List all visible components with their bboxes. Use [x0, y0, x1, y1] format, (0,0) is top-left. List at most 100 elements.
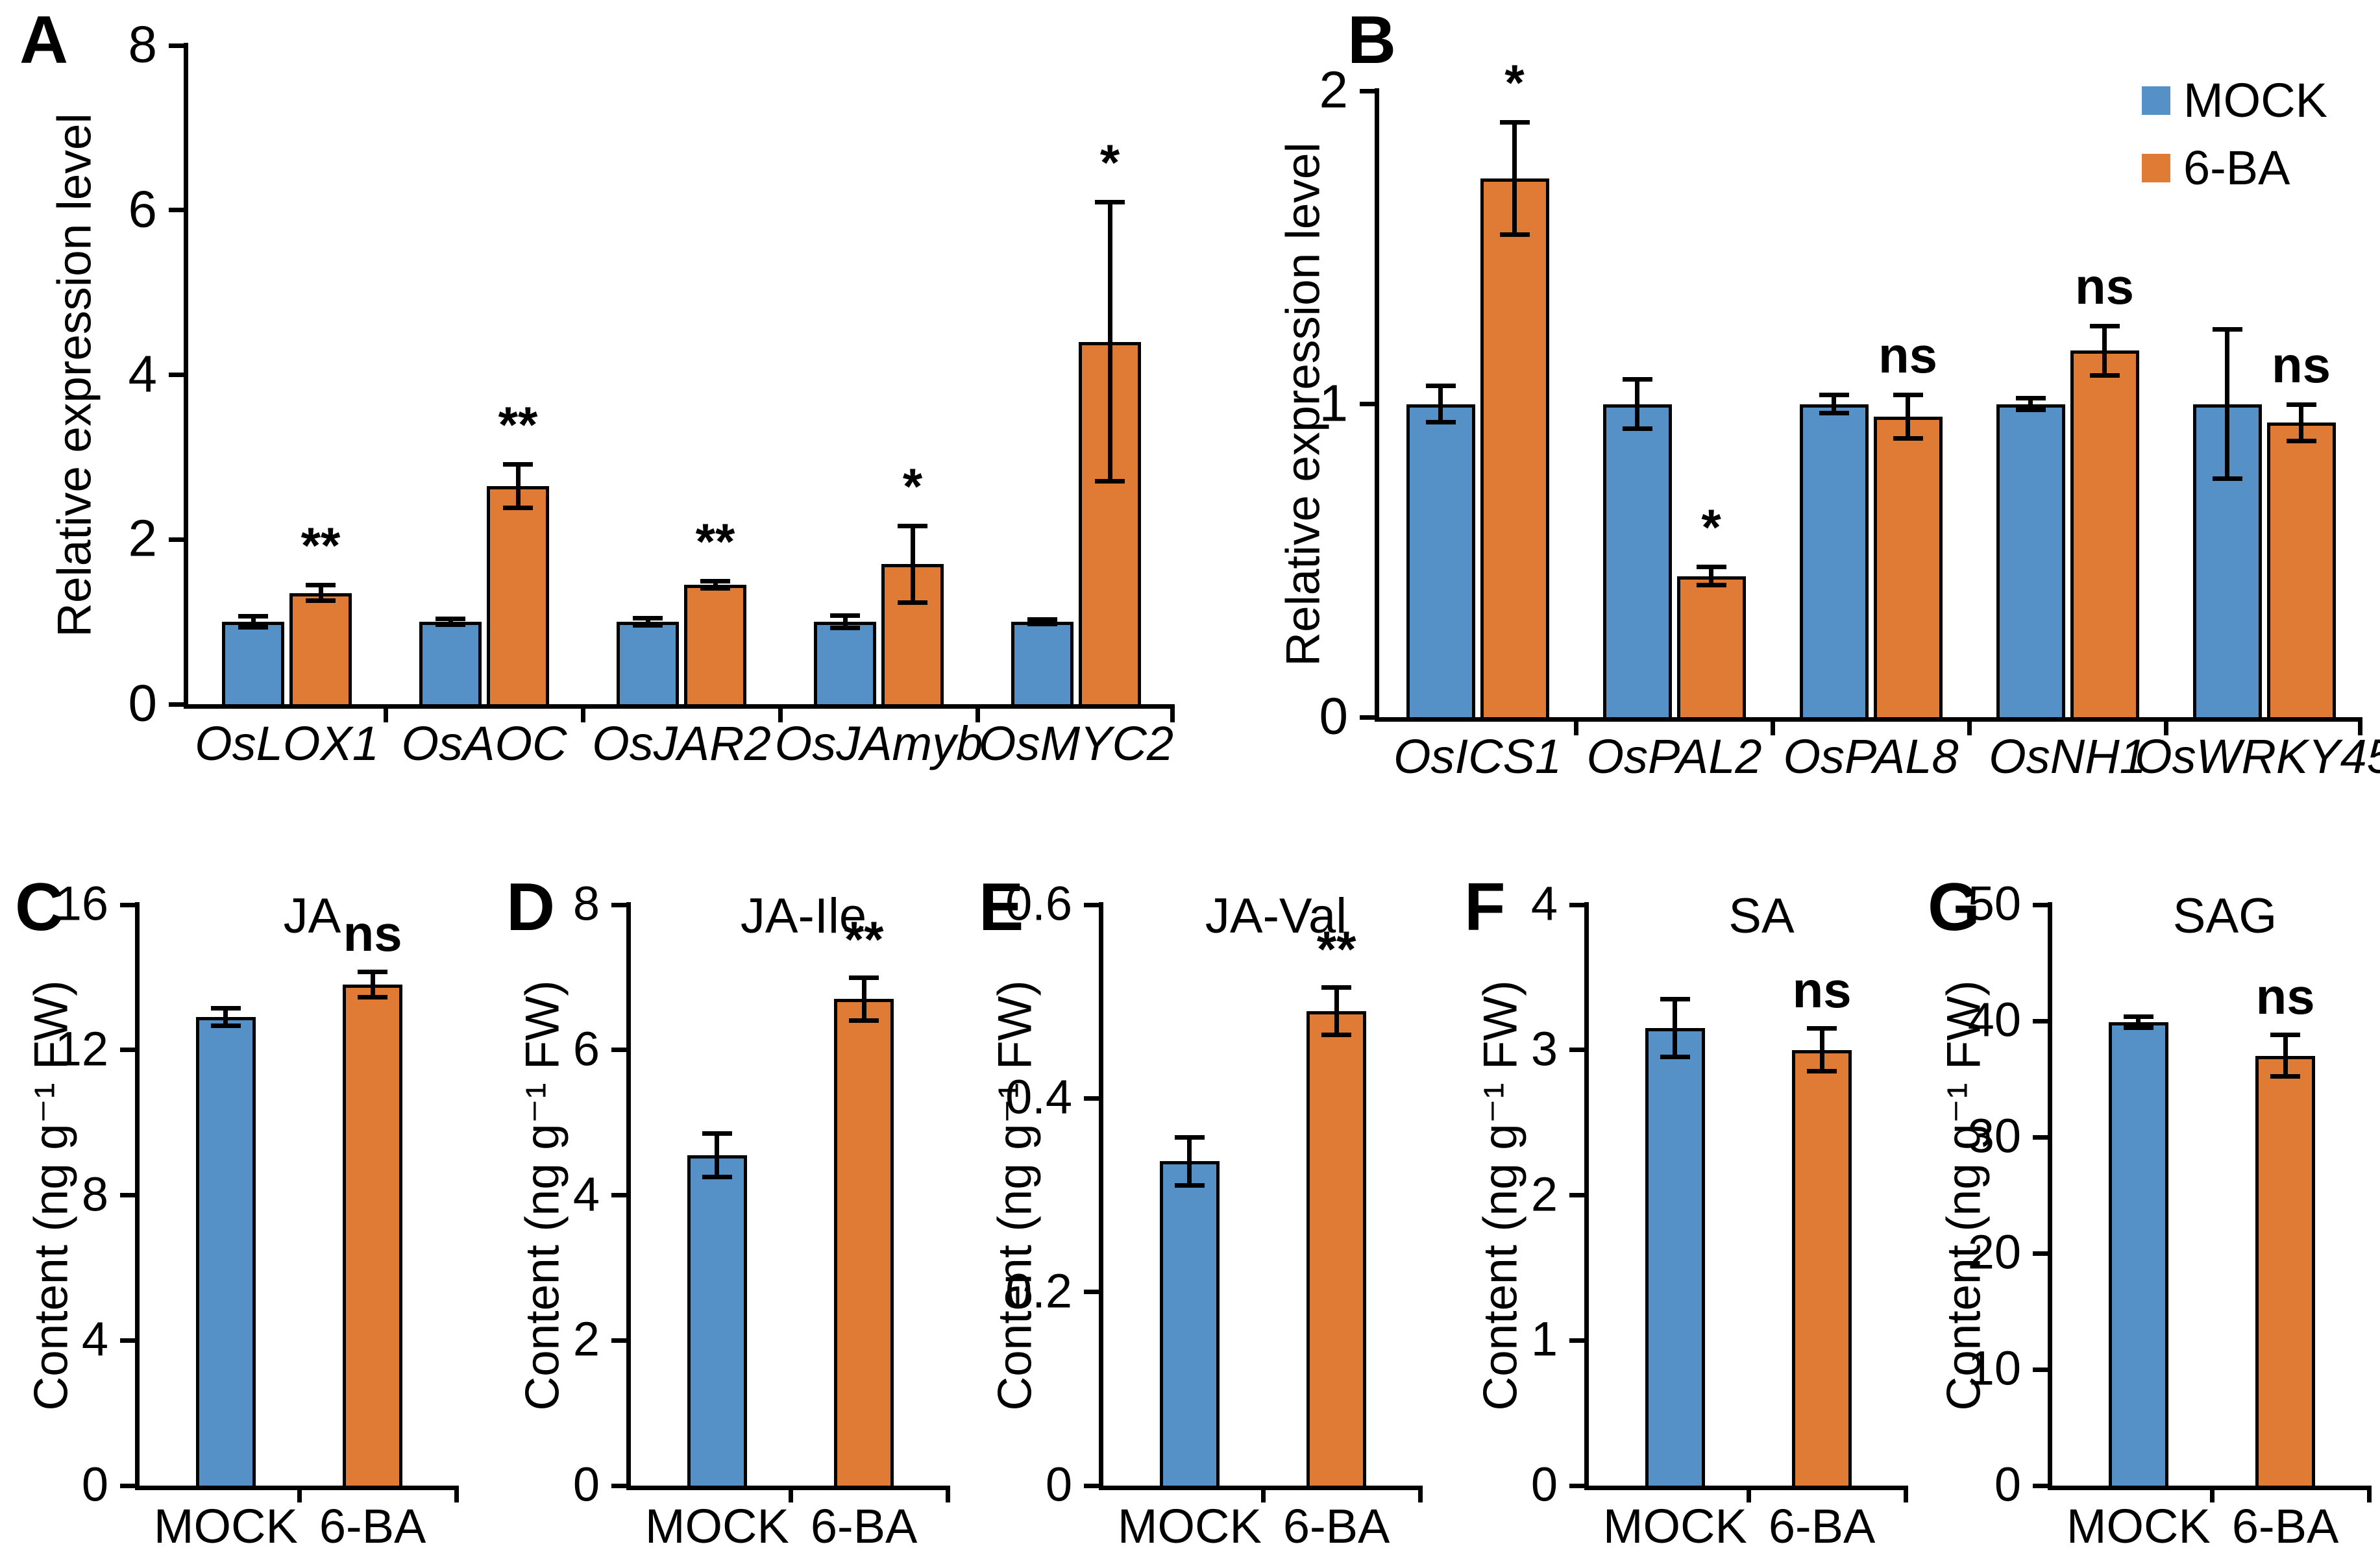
- y-tick-mark: [2033, 1134, 2052, 1140]
- panel-g: G SAG Content (ng g⁻¹ FW) 0 10 20 30 40 50 MOCK ns…: [1916, 866, 2380, 1557]
- y-tick-label: 0: [1319, 687, 1349, 745]
- y-tick-mark: [1569, 1193, 1589, 1197]
- significance-label: *: [1701, 498, 1721, 556]
- y-tick-mark: [169, 537, 188, 542]
- error-bar-cap: [2123, 1014, 2153, 1019]
- panel-a: A Relative expression level 0 2 4 6 8 ** OsLOX1 *…: [13, 0, 1305, 866]
- error-bar-line: [713, 580, 718, 589]
- legend-item: MOCK: [2142, 77, 2327, 125]
- y-tick-label: 8: [128, 15, 158, 73]
- y-tick-label: 0: [1045, 1457, 1072, 1512]
- y-tick-label: 0: [81, 1457, 108, 1512]
- error-bar-cap: [702, 1174, 732, 1179]
- error-bar-cap: [1696, 565, 1726, 570]
- error-bar-cap: [2286, 439, 2316, 444]
- error-bar-cap: [210, 1006, 241, 1011]
- y-tick-label: 10: [1967, 1341, 2021, 1395]
- y-tick-label: 4: [572, 1167, 600, 1221]
- x-tick-mark: [1260, 1486, 1266, 1502]
- error-bar-line: [1906, 395, 1910, 439]
- bar-6-ba: [343, 985, 403, 1486]
- error-bar-line: [910, 525, 915, 603]
- y-tick-mark: [1084, 1483, 1103, 1488]
- error-bar-cap: [210, 1024, 241, 1029]
- y-tick-mark: [1569, 1048, 1589, 1053]
- x-axis: [1099, 1486, 1423, 1490]
- y-tick-mark: [611, 1338, 631, 1343]
- error-bar-cap: [358, 970, 388, 975]
- error-bar-cap: [2286, 402, 2316, 407]
- bar-mock: [1011, 622, 1073, 704]
- error-bar-cap: [898, 523, 927, 528]
- legend-swatch-mock-icon: [2142, 86, 2170, 115]
- legend-label: 6-BA: [2183, 141, 2290, 195]
- bar-mock: [1602, 404, 1672, 717]
- error-bar-cap: [2015, 408, 2046, 413]
- error-bar-cap: [633, 623, 663, 628]
- y-tick-label: 4: [1530, 876, 1558, 931]
- x-category-label: OsJAR2: [592, 717, 771, 770]
- panel-letter: B: [1347, 3, 1397, 78]
- error-bar-cap: [1622, 426, 1652, 432]
- error-bar-cap: [2270, 1073, 2301, 1079]
- error-bar-cap: [1027, 617, 1057, 622]
- chart-title: SAG: [2172, 889, 2277, 944]
- x-tick-mark: [454, 1486, 459, 1502]
- panel-letter: F: [1464, 870, 1506, 945]
- error-bar-cap: [2212, 326, 2242, 332]
- x-tick-mark: [946, 1486, 950, 1502]
- error-bar-cap: [2123, 1025, 2153, 1030]
- y-tick-label: 30: [1967, 1109, 2021, 1163]
- significance-label: *: [1504, 54, 1525, 112]
- y-axis: [1375, 88, 1379, 722]
- panel-letter: E: [979, 870, 1024, 945]
- bar-6-ba: [1307, 1011, 1367, 1486]
- legend-item: 6-BA: [2142, 144, 2327, 192]
- y-tick-mark: [611, 902, 631, 907]
- panel-b: B Relative expression level 0 1 2 * OsICS1 * OsP…: [1266, 0, 2380, 866]
- error-bar-cap: [1893, 393, 1923, 398]
- x-tick-mark: [1904, 1486, 1908, 1502]
- bar-6-ba: [1792, 1049, 1852, 1486]
- error-bar-cap: [700, 586, 730, 591]
- chart-title: JA-Ile: [740, 889, 867, 944]
- significance-label: **: [844, 910, 884, 968]
- x-axis: [135, 1486, 459, 1490]
- error-bar-cap: [1819, 410, 1849, 415]
- error-bar-line: [645, 617, 650, 626]
- x-axis: [1375, 717, 2362, 722]
- significance-label: *: [1099, 134, 1120, 191]
- x-category-label: MOCK: [644, 1499, 789, 1553]
- x-category-label: 6-BA: [1768, 1499, 1876, 1553]
- error-bar-line: [2299, 404, 2303, 442]
- y-tick-mark: [120, 1193, 140, 1197]
- panel-e: E JA-Val Content (ng g⁻¹ FW) 0 0.2 0.4 0.6 MOCK…: [967, 866, 1451, 1557]
- chart-title: JA: [283, 889, 341, 944]
- bar-mock: [1799, 404, 1869, 717]
- error-bar-line: [1438, 385, 1443, 423]
- error-bar-line: [1673, 999, 1678, 1057]
- error-bar-cap: [238, 614, 268, 619]
- error-bar-cap: [1696, 583, 1726, 588]
- panel-letter: A: [19, 3, 69, 78]
- error-bar-line: [370, 972, 375, 998]
- y-tick-mark: [2033, 902, 2052, 907]
- error-bar-cap: [306, 598, 336, 604]
- x-category-label: OsLOX1: [195, 717, 379, 770]
- bar-6-ba: [289, 593, 352, 704]
- y-tick-mark: [611, 1193, 631, 1197]
- y-tick-label: 0.6: [1005, 876, 1072, 931]
- y-axis: [2048, 902, 2052, 1490]
- y-tick-label: 40: [1967, 992, 2021, 1047]
- x-tick-mark: [1418, 1486, 1423, 1502]
- y-tick-mark: [1084, 1096, 1103, 1101]
- error-bar-cap: [2015, 395, 2046, 400]
- bar-mock: [1645, 1028, 1705, 1486]
- y-tick-mark: [2033, 1483, 2052, 1488]
- error-bar-line: [2225, 328, 2229, 480]
- significance-label: **: [301, 517, 341, 574]
- y-tick-label: 2: [1319, 60, 1349, 119]
- error-bar-cap: [1660, 997, 1690, 1002]
- error-bar-line: [318, 585, 323, 602]
- bar-mock: [2108, 1022, 2168, 1486]
